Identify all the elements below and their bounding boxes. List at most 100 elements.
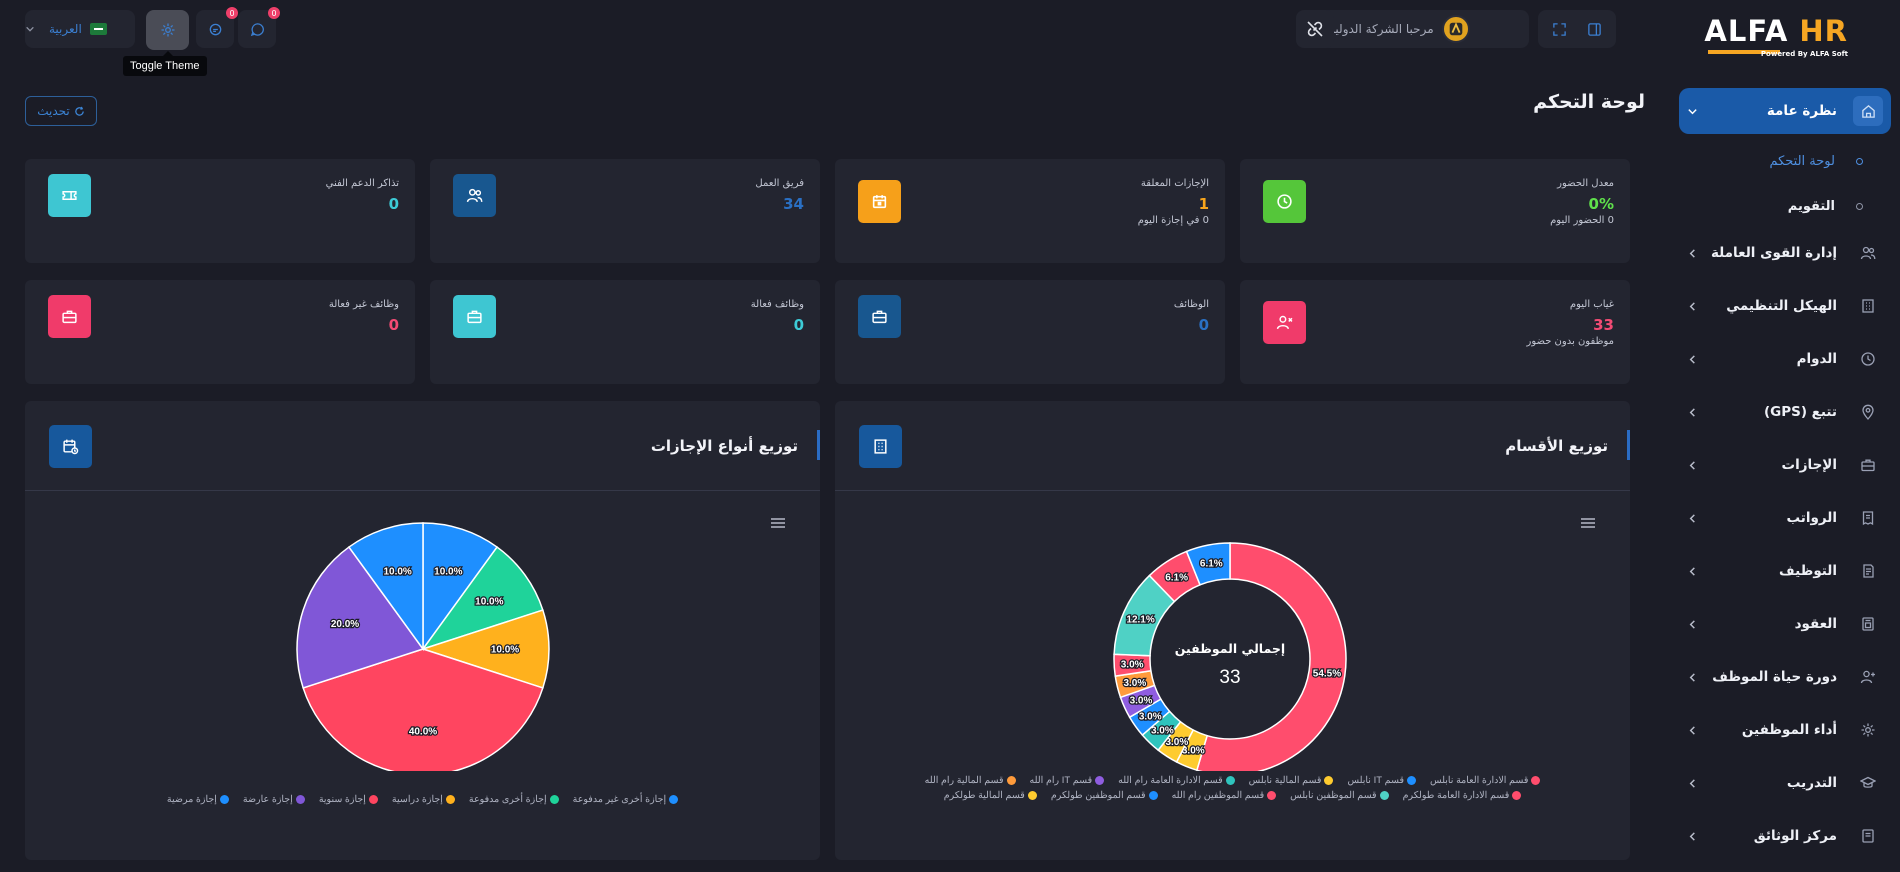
legend-label: قسم الموظفين طولكرم	[1050, 790, 1146, 801]
slice-0[interactable]	[422, 522, 499, 652]
legend-item[interactable]: قسم الموظفين نابلس	[1290, 790, 1389, 801]
users-icon	[1853, 238, 1883, 268]
legend-item[interactable]: قسم الادارة العامة رام الله	[1118, 775, 1235, 786]
chat-bubble-icon	[250, 22, 265, 37]
stat-card-pending-leaves: الإجازات المعلقة 1 0 في إجازة اليوم	[835, 159, 1225, 263]
legend-label: قسم المالية رام الله	[924, 775, 1004, 786]
stat-card-jobs: الوظائف 0	[835, 280, 1225, 384]
departments-chart-title: توزيع الأقسام	[1505, 437, 1608, 455]
data-label-7: 12.1%	[1126, 614, 1154, 625]
legend-swatch	[1225, 776, 1235, 785]
logo-alfa: ALFA	[1704, 14, 1789, 48]
slice-4[interactable]	[296, 546, 425, 689]
legend-label: إجازة أخرى غير مدفوعة	[572, 794, 667, 805]
app-logo[interactable]: ALFA HR Powered By ALFA Soft	[1704, 14, 1848, 58]
slice-5[interactable]	[347, 522, 424, 652]
chevron-left-icon	[1687, 407, 1698, 418]
briefcase-icon	[48, 295, 91, 338]
data-label-2: 10.0%	[491, 645, 519, 656]
legend-label: إجازة أخرى مدفوعة	[468, 794, 547, 805]
sidebar-item-label: الإجازات	[1781, 457, 1837, 473]
theme-toggle-button[interactable]	[146, 10, 189, 50]
sidebar-item-label: إدارة القوى العاملة	[1710, 245, 1837, 261]
sidebar-item-gps[interactable]: تتبع (GPS)	[1679, 390, 1891, 434]
card-value: 1	[1198, 195, 1209, 213]
fullscreen-icon[interactable]	[1552, 22, 1567, 37]
legend-swatch	[295, 795, 305, 804]
legend-label: قسم IT رام الله	[1029, 775, 1093, 786]
card-title: وظائف فعالة	[750, 299, 804, 310]
stat-card-inactive-jobs: وظائف غير فعالة 0	[25, 280, 415, 384]
legend-label: إجازة عارضة	[242, 794, 293, 805]
legend-swatch	[1148, 791, 1158, 800]
briefcase-icon	[453, 295, 496, 338]
data-label-0: 54.5%	[1313, 669, 1341, 680]
company-menu[interactable]: مرحبا الشركة الدولية	[1311, 10, 1529, 48]
sidebar: ALFA HR Powered By ALFA Soft نظرة عامة ل…	[1670, 0, 1900, 872]
language-selector[interactable]: العربية	[25, 10, 135, 48]
sidebar-subitem-dashboard[interactable]: لوحة التحكم	[1679, 148, 1891, 178]
building-icon	[1853, 291, 1883, 321]
legend-item[interactable]: إجازة أخرى مدفوعة	[469, 794, 559, 805]
legend-item[interactable]: قسم IT نابلس	[1347, 775, 1416, 786]
location-pin-icon	[1853, 397, 1883, 427]
sidebar-item-workforce[interactable]: إدارة القوى العاملة	[1679, 231, 1891, 275]
sidebar-subitem-calendar[interactable]: التقويم	[1679, 193, 1891, 223]
sidebar-item-label: التدريب	[1786, 775, 1837, 791]
slice-9[interactable]	[1185, 542, 1231, 586]
legend-item[interactable]: قسم المالية رام الله	[925, 775, 1016, 786]
messages-button[interactable]: 0	[238, 7, 280, 48]
sidebar-item-recruitment[interactable]: التوظيف	[1679, 549, 1891, 593]
legend-label: قسم الموظفين رام الله	[1171, 790, 1265, 801]
sidebar-item-org-structure[interactable]: الهيكل التنظيمي	[1679, 284, 1891, 328]
legend-item[interactable]: قسم المالية طولكرم	[944, 790, 1037, 801]
stat-card-active-jobs: وظائف فعالة 0	[430, 280, 820, 384]
legend-item[interactable]: قسم الموظفين طولكرم	[1051, 790, 1158, 801]
users-icon	[453, 174, 496, 217]
chevron-down-icon	[1687, 106, 1698, 117]
sidebar-item-documents-center[interactable]: مركز الوثائق	[1679, 814, 1891, 858]
company-greeting: مرحبا الشركة الدولية	[1329, 22, 1434, 36]
sidebar-item-attendance[interactable]: الدوام	[1679, 337, 1891, 381]
sidebar-item-label: الهيكل التنظيمي	[1726, 298, 1837, 314]
sidebar-item-label: دورة حياة الموظف	[1712, 669, 1837, 685]
slice-0[interactable]	[1195, 542, 1347, 771]
legend-swatch	[368, 795, 378, 804]
refresh-button[interactable]: تحديث	[25, 96, 97, 126]
slice-1[interactable]	[421, 546, 544, 651]
sidebar-item-label: العقود	[1794, 616, 1837, 632]
sidebar-item-contracts[interactable]: العقود	[1679, 602, 1891, 646]
bell-icon	[208, 22, 223, 37]
sidebar-toggle-icon[interactable]	[1587, 22, 1602, 37]
sidebar-item-performance[interactable]: أداء الموظفين	[1679, 708, 1891, 752]
data-label-4: 3.0%	[1130, 695, 1153, 706]
legend-item[interactable]: قسم الادارة العامة نابلس	[1430, 775, 1541, 786]
legend-item[interactable]: إجازة دراسية	[392, 794, 455, 805]
card-value: 0	[793, 316, 804, 334]
sidebar-item-leaves[interactable]: الإجازات	[1679, 443, 1891, 487]
chart-menu-hamburger-icon[interactable]	[770, 517, 786, 529]
legend-item[interactable]: إجازة عارضة	[243, 794, 305, 805]
panel-accent-bar	[1627, 430, 1630, 460]
notifications-badge: 0	[226, 7, 238, 19]
legend-item[interactable]: إجازة أخرى غير مدفوعة	[572, 794, 679, 805]
legend-item[interactable]: إجازة سنوية	[319, 794, 378, 805]
legend-item[interactable]: إجازة مرضية	[167, 794, 229, 805]
legend-item[interactable]: قسم المالية نابلس	[1249, 775, 1334, 786]
legend-item[interactable]: قسم الادارة العامة طولكرم	[1403, 790, 1522, 801]
sidebar-item-employee-lifecycle[interactable]: دورة حياة الموظف	[1679, 655, 1891, 699]
legend-item[interactable]: قسم IT رام الله	[1030, 775, 1105, 786]
slice-2[interactable]	[420, 609, 550, 689]
chart-menu-hamburger-icon[interactable]	[1580, 517, 1596, 529]
sidebar-item-payroll[interactable]: الرواتب	[1679, 496, 1891, 540]
legend-label: قسم الادارة العامة نابلس	[1430, 775, 1529, 786]
slice-3[interactable]	[302, 648, 544, 771]
sidebar-item-overview[interactable]: نظرة عامة	[1679, 88, 1891, 134]
leave-types-legend: إجازة أخرى غير مدفوعة إجازة أخرى مدفوعة إج…	[25, 794, 820, 805]
performance-icon	[1853, 715, 1883, 745]
legend-swatch	[1379, 791, 1389, 800]
disconnect-button[interactable]	[1296, 10, 1334, 48]
legend-item[interactable]: قسم الموظفين رام الله	[1172, 790, 1277, 801]
sidebar-item-training[interactable]: التدريب	[1679, 761, 1891, 805]
notifications-button[interactable]: 0	[196, 7, 238, 48]
